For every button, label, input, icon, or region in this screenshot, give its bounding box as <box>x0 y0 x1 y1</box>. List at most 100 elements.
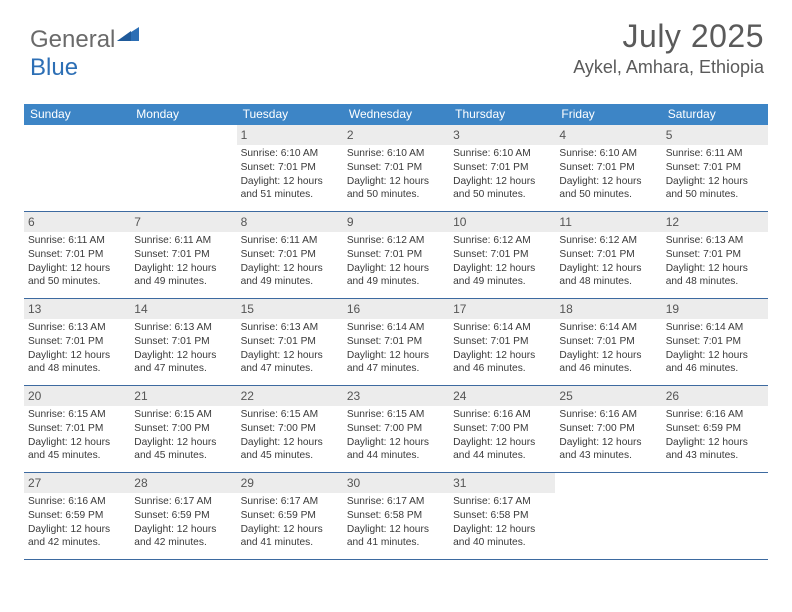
day-cell: 3Sunrise: 6:10 AMSunset: 7:01 PMDaylight… <box>449 125 555 211</box>
day-details: Sunrise: 6:17 AMSunset: 6:59 PMDaylight:… <box>237 493 343 554</box>
sunset-line: Sunset: 7:00 PM <box>347 422 445 436</box>
sunrise-line: Sunrise: 6:15 AM <box>134 408 232 422</box>
week-row: 27Sunrise: 6:16 AMSunset: 6:59 PMDayligh… <box>24 473 768 560</box>
daylight-line-2: and 43 minutes. <box>666 449 764 463</box>
sunset-line: Sunset: 7:00 PM <box>559 422 657 436</box>
sunrise-line: Sunrise: 6:14 AM <box>559 321 657 335</box>
sunset-line: Sunset: 7:01 PM <box>347 335 445 349</box>
day-number: 23 <box>343 386 449 406</box>
day-details: Sunrise: 6:14 AMSunset: 7:01 PMDaylight:… <box>343 319 449 380</box>
day-number: 28 <box>130 473 236 493</box>
day-cell: 23Sunrise: 6:15 AMSunset: 7:00 PMDayligh… <box>343 386 449 472</box>
daylight-line-1: Daylight: 12 hours <box>134 349 232 363</box>
daylight-line-2: and 44 minutes. <box>347 449 445 463</box>
day-cell: 20Sunrise: 6:15 AMSunset: 7:01 PMDayligh… <box>24 386 130 472</box>
day-number: 22 <box>237 386 343 406</box>
sunrise-line: Sunrise: 6:10 AM <box>241 147 339 161</box>
sunrise-line: Sunrise: 6:12 AM <box>453 234 551 248</box>
weekday-header: Tuesday <box>237 104 343 125</box>
daylight-line-2: and 50 minutes. <box>453 188 551 202</box>
sunset-line: Sunset: 6:59 PM <box>28 509 126 523</box>
day-cell: 8Sunrise: 6:11 AMSunset: 7:01 PMDaylight… <box>237 212 343 298</box>
day-number: 6 <box>24 212 130 232</box>
day-cell: 14Sunrise: 6:13 AMSunset: 7:01 PMDayligh… <box>130 299 236 385</box>
sunrise-line: Sunrise: 6:10 AM <box>453 147 551 161</box>
daylight-line-2: and 50 minutes. <box>347 188 445 202</box>
daylight-line-2: and 49 minutes. <box>134 275 232 289</box>
week-row: 6Sunrise: 6:11 AMSunset: 7:01 PMDaylight… <box>24 212 768 299</box>
day-number: 8 <box>237 212 343 232</box>
day-cell: 16Sunrise: 6:14 AMSunset: 7:01 PMDayligh… <box>343 299 449 385</box>
day-number: 14 <box>130 299 236 319</box>
daylight-line-1: Daylight: 12 hours <box>28 262 126 276</box>
daylight-line-2: and 50 minutes. <box>666 188 764 202</box>
day-number: 11 <box>555 212 661 232</box>
weekday-header: Friday <box>555 104 661 125</box>
day-cell: 6Sunrise: 6:11 AMSunset: 7:01 PMDaylight… <box>24 212 130 298</box>
day-details: Sunrise: 6:12 AMSunset: 7:01 PMDaylight:… <box>449 232 555 293</box>
day-details: Sunrise: 6:16 AMSunset: 7:00 PMDaylight:… <box>555 406 661 467</box>
day-number: 25 <box>555 386 661 406</box>
day-details: Sunrise: 6:12 AMSunset: 7:01 PMDaylight:… <box>343 232 449 293</box>
sunrise-line: Sunrise: 6:10 AM <box>559 147 657 161</box>
day-details: Sunrise: 6:10 AMSunset: 7:01 PMDaylight:… <box>237 145 343 206</box>
day-number: 30 <box>343 473 449 493</box>
day-details: Sunrise: 6:14 AMSunset: 7:01 PMDaylight:… <box>662 319 768 380</box>
daylight-line-1: Daylight: 12 hours <box>134 436 232 450</box>
daylight-line-2: and 46 minutes. <box>453 362 551 376</box>
daylight-line-2: and 48 minutes. <box>28 362 126 376</box>
day-details: Sunrise: 6:11 AMSunset: 7:01 PMDaylight:… <box>130 232 236 293</box>
day-number: 13 <box>24 299 130 319</box>
day-number: 31 <box>449 473 555 493</box>
daylight-line-2: and 45 minutes. <box>28 449 126 463</box>
empty-cell <box>555 473 661 559</box>
sunrise-line: Sunrise: 6:14 AM <box>347 321 445 335</box>
sunset-line: Sunset: 7:01 PM <box>241 335 339 349</box>
day-number: 21 <box>130 386 236 406</box>
daylight-line-1: Daylight: 12 hours <box>241 175 339 189</box>
sunrise-line: Sunrise: 6:17 AM <box>134 495 232 509</box>
daylight-line-1: Daylight: 12 hours <box>453 523 551 537</box>
month-title: July 2025 <box>573 18 764 55</box>
daylight-line-2: and 42 minutes. <box>134 536 232 550</box>
daylight-line-1: Daylight: 12 hours <box>28 436 126 450</box>
day-cell: 27Sunrise: 6:16 AMSunset: 6:59 PMDayligh… <box>24 473 130 559</box>
day-details: Sunrise: 6:15 AMSunset: 7:01 PMDaylight:… <box>24 406 130 467</box>
day-number: 2 <box>343 125 449 145</box>
week-row: 13 Sunrise: 6:13 AMSunset: 7:01 PMDayligh… <box>24 299 768 386</box>
day-details: Sunrise: 6:15 AMSunset: 7:00 PMDaylight:… <box>237 406 343 467</box>
day-cell: 28Sunrise: 6:17 AMSunset: 6:59 PMDayligh… <box>130 473 236 559</box>
daylight-line-1: Daylight: 12 hours <box>241 436 339 450</box>
day-number: 9 <box>343 212 449 232</box>
location-subtitle: Aykel, Amhara, Ethiopia <box>573 57 764 78</box>
daylight-line-2: and 51 minutes. <box>241 188 339 202</box>
daylight-line-2: and 40 minutes. <box>453 536 551 550</box>
sunset-line: Sunset: 7:01 PM <box>134 248 232 262</box>
daylight-line-2: and 47 minutes. <box>347 362 445 376</box>
day-details: Sunrise: 6:13 AMSunset: 7:01 PMDaylight:… <box>237 319 343 380</box>
day-number: 5 <box>662 125 768 145</box>
sunset-line: Sunset: 7:00 PM <box>453 422 551 436</box>
logo-triangle-icon <box>117 20 139 48</box>
sunset-line: Sunset: 7:01 PM <box>347 161 445 175</box>
sunrise-line: Sunrise: 6:12 AM <box>559 234 657 248</box>
daylight-line-1: Daylight: 12 hours <box>559 436 657 450</box>
daylight-line-2: and 42 minutes. <box>28 536 126 550</box>
day-number: 19 <box>662 299 768 319</box>
daylight-line-1: Daylight: 12 hours <box>559 175 657 189</box>
day-details: Sunrise: 6:17 AMSunset: 6:58 PMDaylight:… <box>343 493 449 554</box>
empty-cell <box>662 473 768 559</box>
daylight-line-2: and 46 minutes. <box>559 362 657 376</box>
day-number: 27 <box>24 473 130 493</box>
sunrise-line: Sunrise: 6:14 AM <box>453 321 551 335</box>
daylight-line-2: and 49 minutes. <box>453 275 551 289</box>
day-cell: 2Sunrise: 6:10 AMSunset: 7:01 PMDaylight… <box>343 125 449 211</box>
daylight-line-1: Daylight: 12 hours <box>453 436 551 450</box>
weeks-container: 1Sunrise: 6:10 AMSunset: 7:01 PMDaylight… <box>24 125 768 560</box>
day-cell: 11Sunrise: 6:12 AMSunset: 7:01 PMDayligh… <box>555 212 661 298</box>
day-number: 12 <box>662 212 768 232</box>
weekday-header: Wednesday <box>343 104 449 125</box>
sunrise-line: Sunrise: 6:11 AM <box>241 234 339 248</box>
daylight-line-1: Daylight: 12 hours <box>241 523 339 537</box>
day-cell: 13Sunrise: 6:13 AMSunset: 7:01 PMDayligh… <box>24 299 130 385</box>
